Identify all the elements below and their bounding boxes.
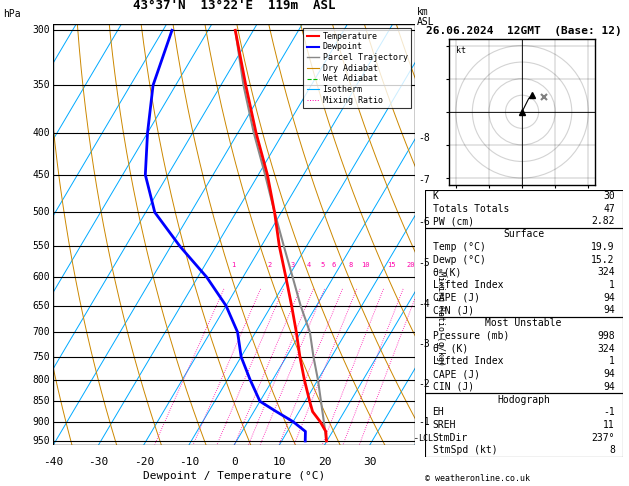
Text: 94: 94 [603, 369, 615, 379]
Text: 600: 600 [33, 272, 50, 282]
Text: Surface: Surface [503, 229, 544, 239]
Text: 1: 1 [609, 356, 615, 366]
Text: 8: 8 [349, 262, 353, 268]
Text: 2.82: 2.82 [591, 216, 615, 226]
Text: 11: 11 [603, 420, 615, 430]
Text: Hodograph: Hodograph [497, 395, 550, 404]
Text: CIN (J): CIN (J) [433, 382, 474, 392]
Text: -2: -2 [418, 379, 430, 389]
Text: Lifted Index: Lifted Index [433, 356, 503, 366]
Text: Lifted Index: Lifted Index [433, 280, 503, 290]
Text: -20: -20 [134, 457, 154, 467]
Text: LCL: LCL [418, 434, 433, 443]
Text: 324: 324 [597, 267, 615, 278]
Text: Pressure (mb): Pressure (mb) [433, 331, 509, 341]
Text: © weatheronline.co.uk: © weatheronline.co.uk [425, 474, 530, 483]
Text: 19.9: 19.9 [591, 242, 615, 252]
Text: -1: -1 [603, 407, 615, 417]
Text: CIN (J): CIN (J) [433, 306, 474, 315]
Text: 900: 900 [33, 417, 50, 427]
Text: θᵉ(K): θᵉ(K) [433, 267, 462, 278]
Text: Totals Totals: Totals Totals [433, 204, 509, 214]
Text: 43°37'N  13°22'E  119m  ASL: 43°37'N 13°22'E 119m ASL [133, 0, 335, 12]
Text: 4: 4 [307, 262, 311, 268]
Text: Mixing Ratio (g/kg): Mixing Ratio (g/kg) [436, 271, 445, 366]
Text: 0: 0 [231, 457, 238, 467]
Text: 750: 750 [33, 352, 50, 362]
Text: StmDir: StmDir [433, 433, 468, 443]
Text: 20: 20 [318, 457, 331, 467]
Text: CAPE (J): CAPE (J) [433, 293, 479, 303]
Text: StmSpd (kt): StmSpd (kt) [433, 446, 497, 455]
Text: -8: -8 [418, 133, 430, 143]
Text: CAPE (J): CAPE (J) [433, 369, 479, 379]
Text: 500: 500 [33, 208, 50, 217]
Text: Temp (°C): Temp (°C) [433, 242, 486, 252]
Text: 3: 3 [290, 262, 294, 268]
Text: Most Unstable: Most Unstable [486, 318, 562, 328]
Text: 450: 450 [33, 170, 50, 180]
Text: EH: EH [433, 407, 444, 417]
Text: Dewpoint / Temperature (°C): Dewpoint / Temperature (°C) [143, 471, 325, 482]
Text: 237°: 237° [591, 433, 615, 443]
Text: -5: -5 [418, 259, 430, 268]
Text: -3: -3 [418, 339, 430, 349]
Text: 20: 20 [407, 262, 416, 268]
Text: -10: -10 [179, 457, 199, 467]
Text: 400: 400 [33, 128, 50, 138]
Text: 998: 998 [597, 331, 615, 341]
Text: 2: 2 [267, 262, 272, 268]
Text: SREH: SREH [433, 420, 456, 430]
Text: 1: 1 [231, 262, 235, 268]
Text: 850: 850 [33, 396, 50, 406]
Text: -1: -1 [418, 417, 430, 428]
Text: kt: kt [456, 46, 466, 54]
Text: km: km [417, 7, 429, 17]
Text: 800: 800 [33, 375, 50, 385]
Text: -6: -6 [418, 217, 430, 227]
Text: -7: -7 [418, 175, 430, 185]
Text: 8: 8 [609, 446, 615, 455]
Text: 1: 1 [609, 280, 615, 290]
Text: 94: 94 [603, 382, 615, 392]
Text: 300: 300 [33, 25, 50, 35]
Text: 700: 700 [33, 327, 50, 337]
Text: -40: -40 [43, 457, 64, 467]
Text: -30: -30 [89, 457, 109, 467]
Legend: Temperature, Dewpoint, Parcel Trajectory, Dry Adiabat, Wet Adiabat, Isotherm, Mi: Temperature, Dewpoint, Parcel Trajectory… [303, 29, 411, 108]
Text: 10: 10 [273, 457, 286, 467]
Text: -4: -4 [418, 299, 430, 309]
Text: 15.2: 15.2 [591, 255, 615, 264]
Text: 30: 30 [363, 457, 377, 467]
Text: 324: 324 [597, 344, 615, 354]
Text: 550: 550 [33, 241, 50, 251]
Text: 350: 350 [33, 80, 50, 90]
Text: 47: 47 [603, 204, 615, 214]
Text: 94: 94 [603, 306, 615, 315]
Text: 6: 6 [331, 262, 335, 268]
Text: hPa: hPa [3, 9, 21, 19]
Text: 5: 5 [320, 262, 324, 268]
Text: ASL: ASL [417, 17, 435, 27]
Text: 94: 94 [603, 293, 615, 303]
Text: 650: 650 [33, 301, 50, 311]
Text: 950: 950 [33, 436, 50, 446]
Text: 30: 30 [603, 191, 615, 201]
Text: PW (cm): PW (cm) [433, 216, 474, 226]
Text: 15: 15 [387, 262, 396, 268]
Text: K: K [433, 191, 438, 201]
Text: 26.06.2024  12GMT  (Base: 12): 26.06.2024 12GMT (Base: 12) [426, 26, 621, 36]
Text: Dewp (°C): Dewp (°C) [433, 255, 486, 264]
Text: θᵉ (K): θᵉ (K) [433, 344, 468, 354]
Text: 10: 10 [361, 262, 369, 268]
